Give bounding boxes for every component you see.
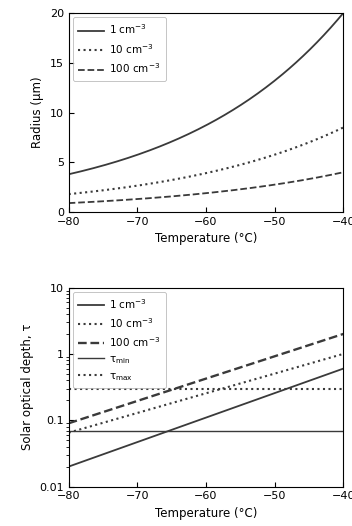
100 cm$^{-3}$	[118, 403, 122, 410]
1 cm$^{-3}$	[341, 10, 345, 16]
1 cm$^{-3}$	[67, 463, 71, 470]
10 cm$^{-3}$	[327, 355, 332, 361]
100 cm$^{-3}$	[118, 197, 122, 204]
100 cm$^{-3}$	[140, 397, 144, 403]
10 cm$^{-3}$	[140, 409, 144, 415]
100 cm$^{-3}$	[77, 417, 82, 423]
Line: 100 cm$^{-3}$: 100 cm$^{-3}$	[69, 334, 343, 423]
100 cm$^{-3}$	[83, 199, 87, 206]
10 cm$^{-3}$	[140, 182, 144, 188]
100 cm$^{-3}$	[67, 420, 71, 427]
1 cm$^{-3}$	[77, 460, 82, 466]
10 cm$^{-3}$	[318, 135, 322, 141]
1 cm$^{-3}$	[140, 437, 144, 443]
100 cm$^{-3}$	[318, 338, 322, 345]
100 cm$^{-3}$	[67, 200, 71, 206]
100 cm$^{-3}$	[341, 169, 345, 176]
10 cm$^{-3}$	[327, 130, 332, 137]
1 cm$^{-3}$	[327, 370, 332, 377]
1 cm$^{-3}$	[77, 168, 82, 175]
10 cm$^{-3}$	[318, 358, 322, 364]
10 cm$^{-3}$	[83, 425, 87, 431]
1 cm$^{-3}$	[83, 167, 87, 174]
Line: 1 cm$^{-3}$: 1 cm$^{-3}$	[69, 369, 343, 467]
X-axis label: Temperature (°C): Temperature (°C)	[155, 507, 257, 520]
100 cm$^{-3}$	[77, 199, 82, 206]
100 cm$^{-3}$	[341, 331, 345, 337]
1 cm$^{-3}$	[318, 374, 322, 380]
10 cm$^{-3}$	[341, 351, 345, 357]
Line: 100 cm$^{-3}$: 100 cm$^{-3}$	[69, 173, 343, 203]
X-axis label: Temperature (°C): Temperature (°C)	[155, 232, 257, 246]
10 cm$^{-3}$	[77, 427, 82, 433]
1 cm$^{-3}$	[67, 171, 71, 177]
10 cm$^{-3}$	[67, 430, 71, 436]
Legend: 1 cm$^{-3}$, 10 cm$^{-3}$, 100 cm$^{-3}$, τ$_{\rm min}$, τ$_{\rm max}$: 1 cm$^{-3}$, 10 cm$^{-3}$, 100 cm$^{-3}$…	[73, 292, 166, 388]
1 cm$^{-3}$	[327, 26, 332, 32]
100 cm$^{-3}$	[83, 414, 87, 421]
1 cm$^{-3}$	[140, 150, 144, 156]
1 cm$^{-3}$	[83, 458, 87, 464]
1 cm$^{-3}$	[318, 36, 322, 43]
Line: 1 cm$^{-3}$: 1 cm$^{-3}$	[69, 13, 343, 174]
Legend: 1 cm$^{-3}$, 10 cm$^{-3}$, 100 cm$^{-3}$: 1 cm$^{-3}$, 10 cm$^{-3}$, 100 cm$^{-3}$	[73, 17, 166, 80]
10 cm$^{-3}$	[118, 185, 122, 191]
10 cm$^{-3}$	[83, 189, 87, 196]
Line: 10 cm$^{-3}$: 10 cm$^{-3}$	[69, 354, 343, 433]
Y-axis label: Radius (μm): Radius (μm)	[31, 77, 44, 148]
10 cm$^{-3}$	[67, 191, 71, 197]
10 cm$^{-3}$	[77, 190, 82, 196]
100 cm$^{-3}$	[140, 196, 144, 202]
Y-axis label: Solar optical depth, τ: Solar optical depth, τ	[21, 324, 33, 450]
1 cm$^{-3}$	[118, 445, 122, 451]
1 cm$^{-3}$	[118, 157, 122, 164]
100 cm$^{-3}$	[327, 335, 332, 341]
10 cm$^{-3}$	[118, 415, 122, 421]
100 cm$^{-3}$	[318, 174, 322, 180]
1 cm$^{-3}$	[341, 366, 345, 372]
10 cm$^{-3}$	[341, 124, 345, 130]
100 cm$^{-3}$	[327, 172, 332, 178]
Line: 10 cm$^{-3}$: 10 cm$^{-3}$	[69, 127, 343, 194]
